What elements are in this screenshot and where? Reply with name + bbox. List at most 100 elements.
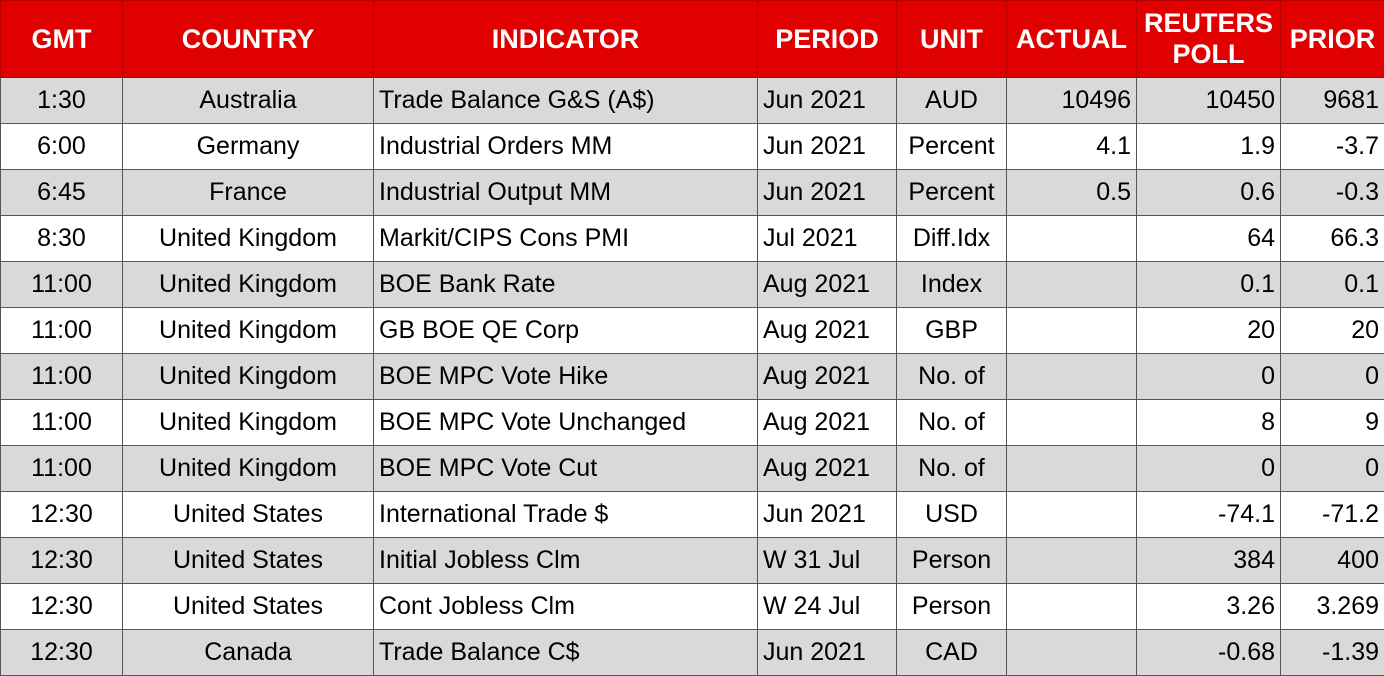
cell-period: Aug 2021 xyxy=(758,400,897,446)
cell-reuters-poll: 0 xyxy=(1137,446,1281,492)
cell-gmt: 6:45 xyxy=(1,170,123,216)
cell-indicator: BOE MPC Vote Unchanged xyxy=(374,400,758,446)
cell-reuters-poll: 3.26 xyxy=(1137,584,1281,630)
header-country: COUNTRY xyxy=(123,1,374,78)
cell-period: Jul 2021 xyxy=(758,216,897,262)
cell-gmt: 11:00 xyxy=(1,354,123,400)
cell-period: W 31 Jul xyxy=(758,538,897,584)
cell-indicator: Cont Jobless Clm xyxy=(374,584,758,630)
cell-gmt: 1:30 xyxy=(1,78,123,124)
cell-period: Aug 2021 xyxy=(758,308,897,354)
cell-gmt: 11:00 xyxy=(1,262,123,308)
cell-period: W 24 Jul xyxy=(758,584,897,630)
cell-prior: -1.39 xyxy=(1281,630,1384,676)
header-period: PERIOD xyxy=(758,1,897,78)
cell-prior: -71.2 xyxy=(1281,492,1384,538)
cell-country: United States xyxy=(123,492,374,538)
cell-country: Canada xyxy=(123,630,374,676)
cell-actual: 4.1 xyxy=(1007,124,1137,170)
cell-prior: 20 xyxy=(1281,308,1384,354)
table-header: GMT COUNTRY INDICATOR PERIOD UNIT ACTUAL… xyxy=(1,1,1384,78)
cell-country: Australia xyxy=(123,78,374,124)
cell-actual xyxy=(1007,216,1137,262)
cell-period: Jun 2021 xyxy=(758,630,897,676)
cell-reuters-poll: 0.6 xyxy=(1137,170,1281,216)
cell-indicator: BOE Bank Rate xyxy=(374,262,758,308)
cell-unit: Person xyxy=(897,538,1007,584)
cell-period: Jun 2021 xyxy=(758,170,897,216)
cell-actual xyxy=(1007,492,1137,538)
cell-indicator: BOE MPC Vote Cut xyxy=(374,446,758,492)
cell-unit: GBP xyxy=(897,308,1007,354)
cell-country: Germany xyxy=(123,124,374,170)
cell-reuters-poll: 20 xyxy=(1137,308,1281,354)
cell-period: Aug 2021 xyxy=(758,354,897,400)
cell-gmt: 12:30 xyxy=(1,584,123,630)
cell-prior: 400 xyxy=(1281,538,1384,584)
cell-indicator: Trade Balance C$ xyxy=(374,630,758,676)
cell-gmt: 12:30 xyxy=(1,492,123,538)
cell-prior: -3.7 xyxy=(1281,124,1384,170)
cell-unit: Percent xyxy=(897,124,1007,170)
header-unit: UNIT xyxy=(897,1,1007,78)
cell-reuters-poll: -0.68 xyxy=(1137,630,1281,676)
header-gmt: GMT xyxy=(1,1,123,78)
cell-actual xyxy=(1007,538,1137,584)
cell-reuters-poll: 10450 xyxy=(1137,78,1281,124)
cell-actual xyxy=(1007,584,1137,630)
cell-country: France xyxy=(123,170,374,216)
cell-prior: 0 xyxy=(1281,354,1384,400)
cell-gmt: 8:30 xyxy=(1,216,123,262)
cell-gmt: 11:00 xyxy=(1,308,123,354)
cell-indicator: GB BOE QE Corp xyxy=(374,308,758,354)
cell-indicator: BOE MPC Vote Hike xyxy=(374,354,758,400)
cell-reuters-poll: 64 xyxy=(1137,216,1281,262)
cell-indicator: Markit/CIPS Cons PMI xyxy=(374,216,758,262)
cell-indicator: Trade Balance G&S (A$) xyxy=(374,78,758,124)
cell-country: United States xyxy=(123,584,374,630)
cell-unit: AUD xyxy=(897,78,1007,124)
cell-indicator: International Trade $ xyxy=(374,492,758,538)
cell-prior: 3.269 xyxy=(1281,584,1384,630)
cell-gmt: 11:00 xyxy=(1,446,123,492)
cell-indicator: Initial Jobless Clm xyxy=(374,538,758,584)
cell-indicator: Industrial Orders MM xyxy=(374,124,758,170)
cell-indicator: Industrial Output MM xyxy=(374,170,758,216)
cell-actual xyxy=(1007,354,1137,400)
header-indicator: INDICATOR xyxy=(374,1,758,78)
cell-reuters-poll: 384 xyxy=(1137,538,1281,584)
cell-gmt: 12:30 xyxy=(1,538,123,584)
cell-prior: 0 xyxy=(1281,446,1384,492)
cell-country: United Kingdom xyxy=(123,216,374,262)
cell-period: Aug 2021 xyxy=(758,262,897,308)
cell-country: United States xyxy=(123,538,374,584)
cell-unit: Person xyxy=(897,584,1007,630)
cell-unit: USD xyxy=(897,492,1007,538)
header-prior: PRIOR xyxy=(1281,1,1384,78)
cell-gmt: 12:30 xyxy=(1,630,123,676)
cell-reuters-poll: 0.1 xyxy=(1137,262,1281,308)
cell-period: Jun 2021 xyxy=(758,492,897,538)
cell-prior: 9 xyxy=(1281,400,1384,446)
cell-actual xyxy=(1007,630,1137,676)
cell-unit: Percent xyxy=(897,170,1007,216)
cell-reuters-poll: 8 xyxy=(1137,400,1281,446)
cell-unit: No. of xyxy=(897,400,1007,446)
cell-reuters-poll: 1.9 xyxy=(1137,124,1281,170)
cell-period: Aug 2021 xyxy=(758,446,897,492)
cell-country: United Kingdom xyxy=(123,308,374,354)
cell-country: United Kingdom xyxy=(123,400,374,446)
